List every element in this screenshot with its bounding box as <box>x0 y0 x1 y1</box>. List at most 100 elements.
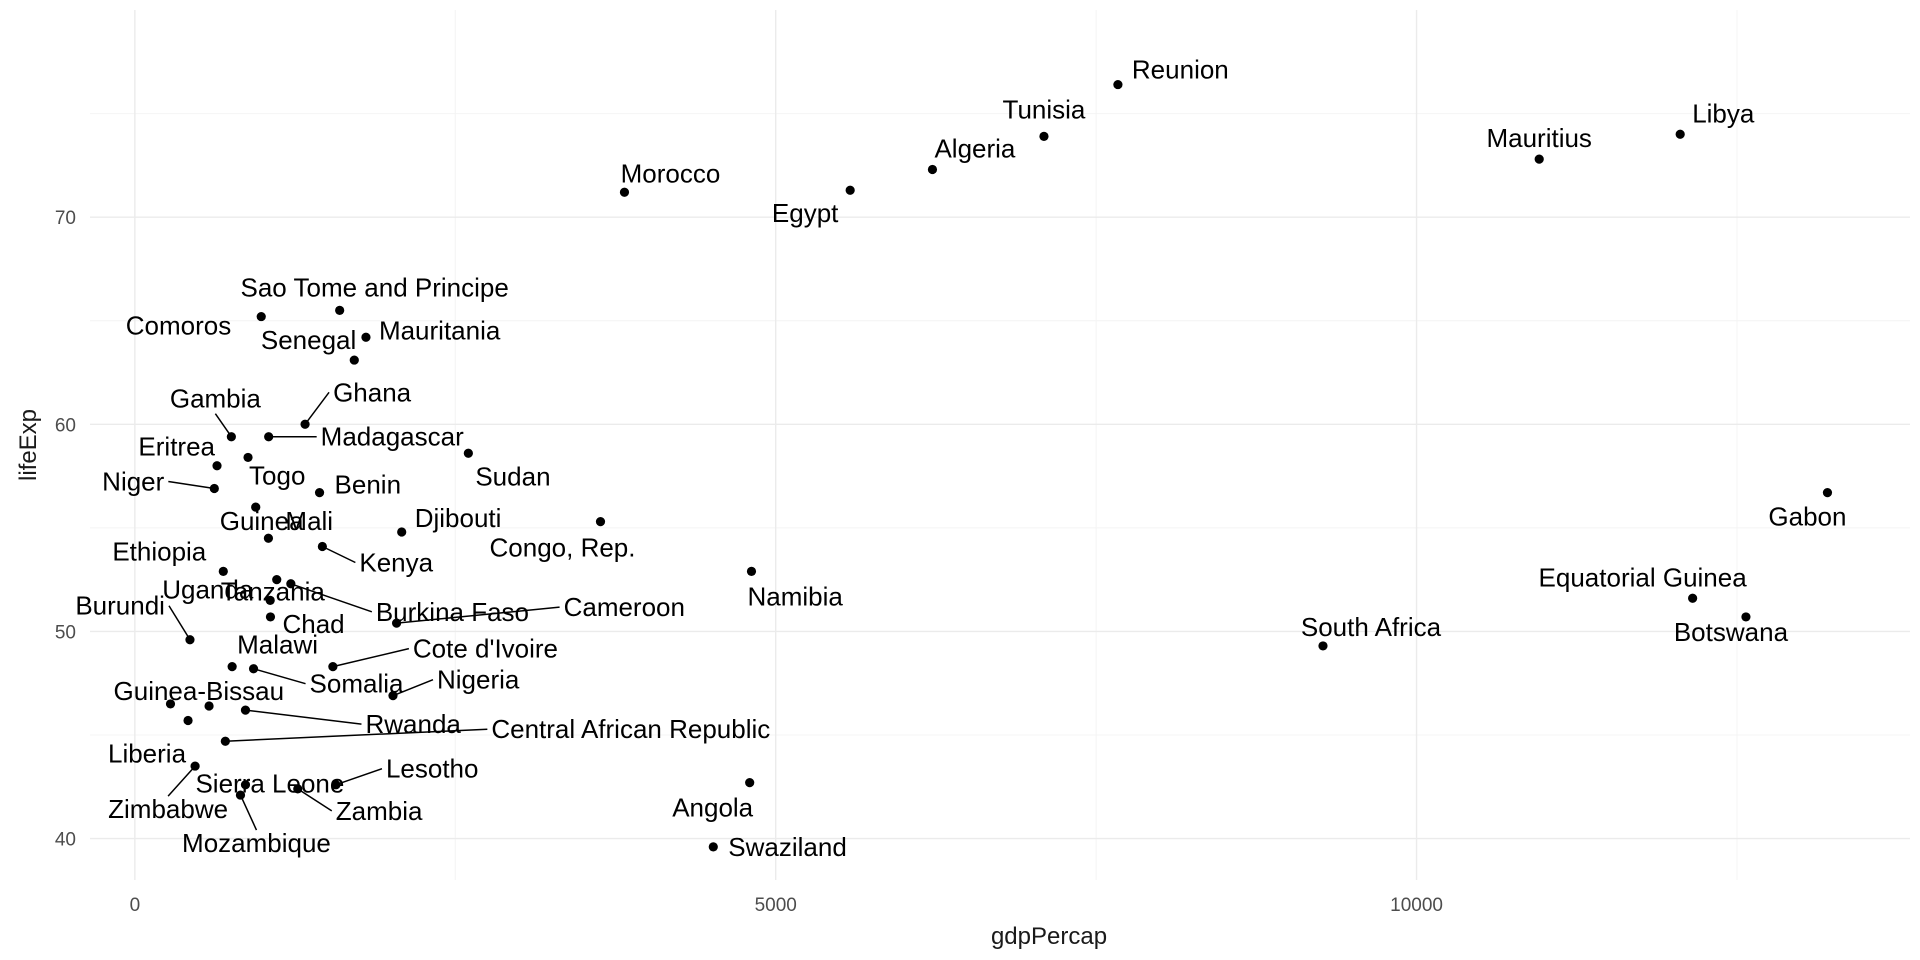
data-point <box>745 778 755 788</box>
label-leader-line <box>304 391 330 425</box>
data-point <box>263 533 274 543</box>
point-label: Zambia <box>336 796 423 826</box>
point-label: Egypt <box>772 198 839 228</box>
data-points <box>165 79 1833 852</box>
y-tick-label: 50 <box>55 622 76 643</box>
x-tick-label: 5000 <box>755 895 797 916</box>
point-label: Cote d'Ivoire <box>413 634 558 664</box>
data-point <box>243 452 253 463</box>
data-point <box>349 355 359 365</box>
label-leader-line <box>167 765 196 797</box>
point-label: Guinea-Bissau <box>114 676 285 706</box>
point-label: Nigeria <box>437 665 520 695</box>
data-point <box>1741 612 1751 622</box>
data-point <box>165 699 176 709</box>
point-label: Ethiopia <box>112 536 206 566</box>
data-point <box>1534 154 1544 164</box>
data-point <box>1675 129 1685 139</box>
label-leader-line <box>297 788 333 812</box>
point-label: Gabon <box>1768 502 1846 532</box>
data-point <box>328 662 338 672</box>
point-label: Burundi <box>75 591 165 621</box>
data-point <box>226 432 236 442</box>
data-point <box>1688 593 1698 603</box>
point-labels: Reunion Tunisia Libya Mauritius Algeria Moroc… <box>75 55 1846 862</box>
y-tick-label: 70 <box>55 208 76 229</box>
y-tick-label: 60 <box>55 415 76 436</box>
point-label: Sao Tome and Principe <box>240 272 508 302</box>
point-label: Somalia <box>310 669 404 699</box>
data-point <box>595 517 606 527</box>
point-label: Sudan <box>475 461 550 491</box>
y-tick-label: 40 <box>55 830 76 851</box>
point-label: Burkina Faso <box>376 597 529 627</box>
data-point <box>256 311 266 322</box>
point-label: Rwanda <box>365 709 461 739</box>
tick-labels: 0 5000 10000 40 50 60 70 <box>55 208 1443 916</box>
data-point <box>335 305 345 315</box>
point-label: Namibia <box>747 581 843 611</box>
data-point <box>235 790 246 800</box>
label-leader-line <box>168 605 191 641</box>
point-label: Central African Republic <box>491 714 770 744</box>
data-point <box>331 780 341 790</box>
data-point <box>272 575 282 585</box>
data-point <box>204 701 214 711</box>
data-point <box>293 784 303 794</box>
point-label: Malawi <box>237 630 318 660</box>
data-point <box>240 780 251 790</box>
point-label: Guinea <box>220 506 304 536</box>
data-point <box>209 483 219 494</box>
data-point <box>251 502 261 512</box>
point-label: Sierra Leone <box>195 769 344 799</box>
data-point <box>1822 488 1833 498</box>
data-point <box>265 612 276 622</box>
data-point <box>1039 131 1049 141</box>
data-point <box>185 635 195 645</box>
data-point <box>190 761 200 771</box>
label-leader-line <box>322 545 356 564</box>
data-point <box>845 185 855 195</box>
data-point <box>220 736 230 746</box>
point-label: Chad <box>282 609 344 639</box>
point-label: Mali <box>285 506 333 536</box>
data-point <box>361 332 371 342</box>
x-axis-title: gdpPercap <box>991 923 1107 950</box>
label-leader-line <box>290 583 373 613</box>
data-point <box>218 566 228 576</box>
data-point <box>317 541 327 552</box>
point-label: Mauritius <box>1486 123 1591 153</box>
point-label: Madagascar <box>321 422 464 452</box>
point-label: Tanzania <box>221 577 326 607</box>
point-label: South Africa <box>1301 612 1442 642</box>
point-label: Djibouti <box>415 503 502 533</box>
x-tick-label: 0 <box>130 895 141 916</box>
point-label: Mozambique <box>182 828 331 858</box>
point-label: Swaziland <box>728 832 847 862</box>
point-label: Gambia <box>170 384 262 414</box>
point-label: Senegal <box>261 325 356 355</box>
point-label: Lesotho <box>386 754 479 784</box>
x-tick-label: 10000 <box>1390 895 1443 916</box>
label-leader-line <box>253 667 306 685</box>
point-label: Equatorial Guinea <box>1539 562 1748 592</box>
data-point <box>397 527 407 537</box>
label-leader-line <box>225 728 488 742</box>
point-label: Niger <box>102 467 164 497</box>
point-label: Benin <box>335 470 402 500</box>
grid-lines <box>90 10 1910 880</box>
label-leader-line <box>239 794 258 831</box>
data-point <box>248 664 259 674</box>
point-label: Libya <box>1692 98 1755 128</box>
point-label: Mauritania <box>379 315 501 345</box>
point-label: Morocco <box>621 158 721 188</box>
data-point <box>227 662 237 672</box>
label-leader-line <box>396 606 560 624</box>
label-leader-line <box>245 709 362 725</box>
data-point <box>212 461 222 471</box>
point-label: Reunion <box>1132 55 1229 85</box>
point-label: Liberia <box>108 739 187 769</box>
point-label: Uganda <box>162 574 254 604</box>
data-point <box>1318 641 1328 651</box>
